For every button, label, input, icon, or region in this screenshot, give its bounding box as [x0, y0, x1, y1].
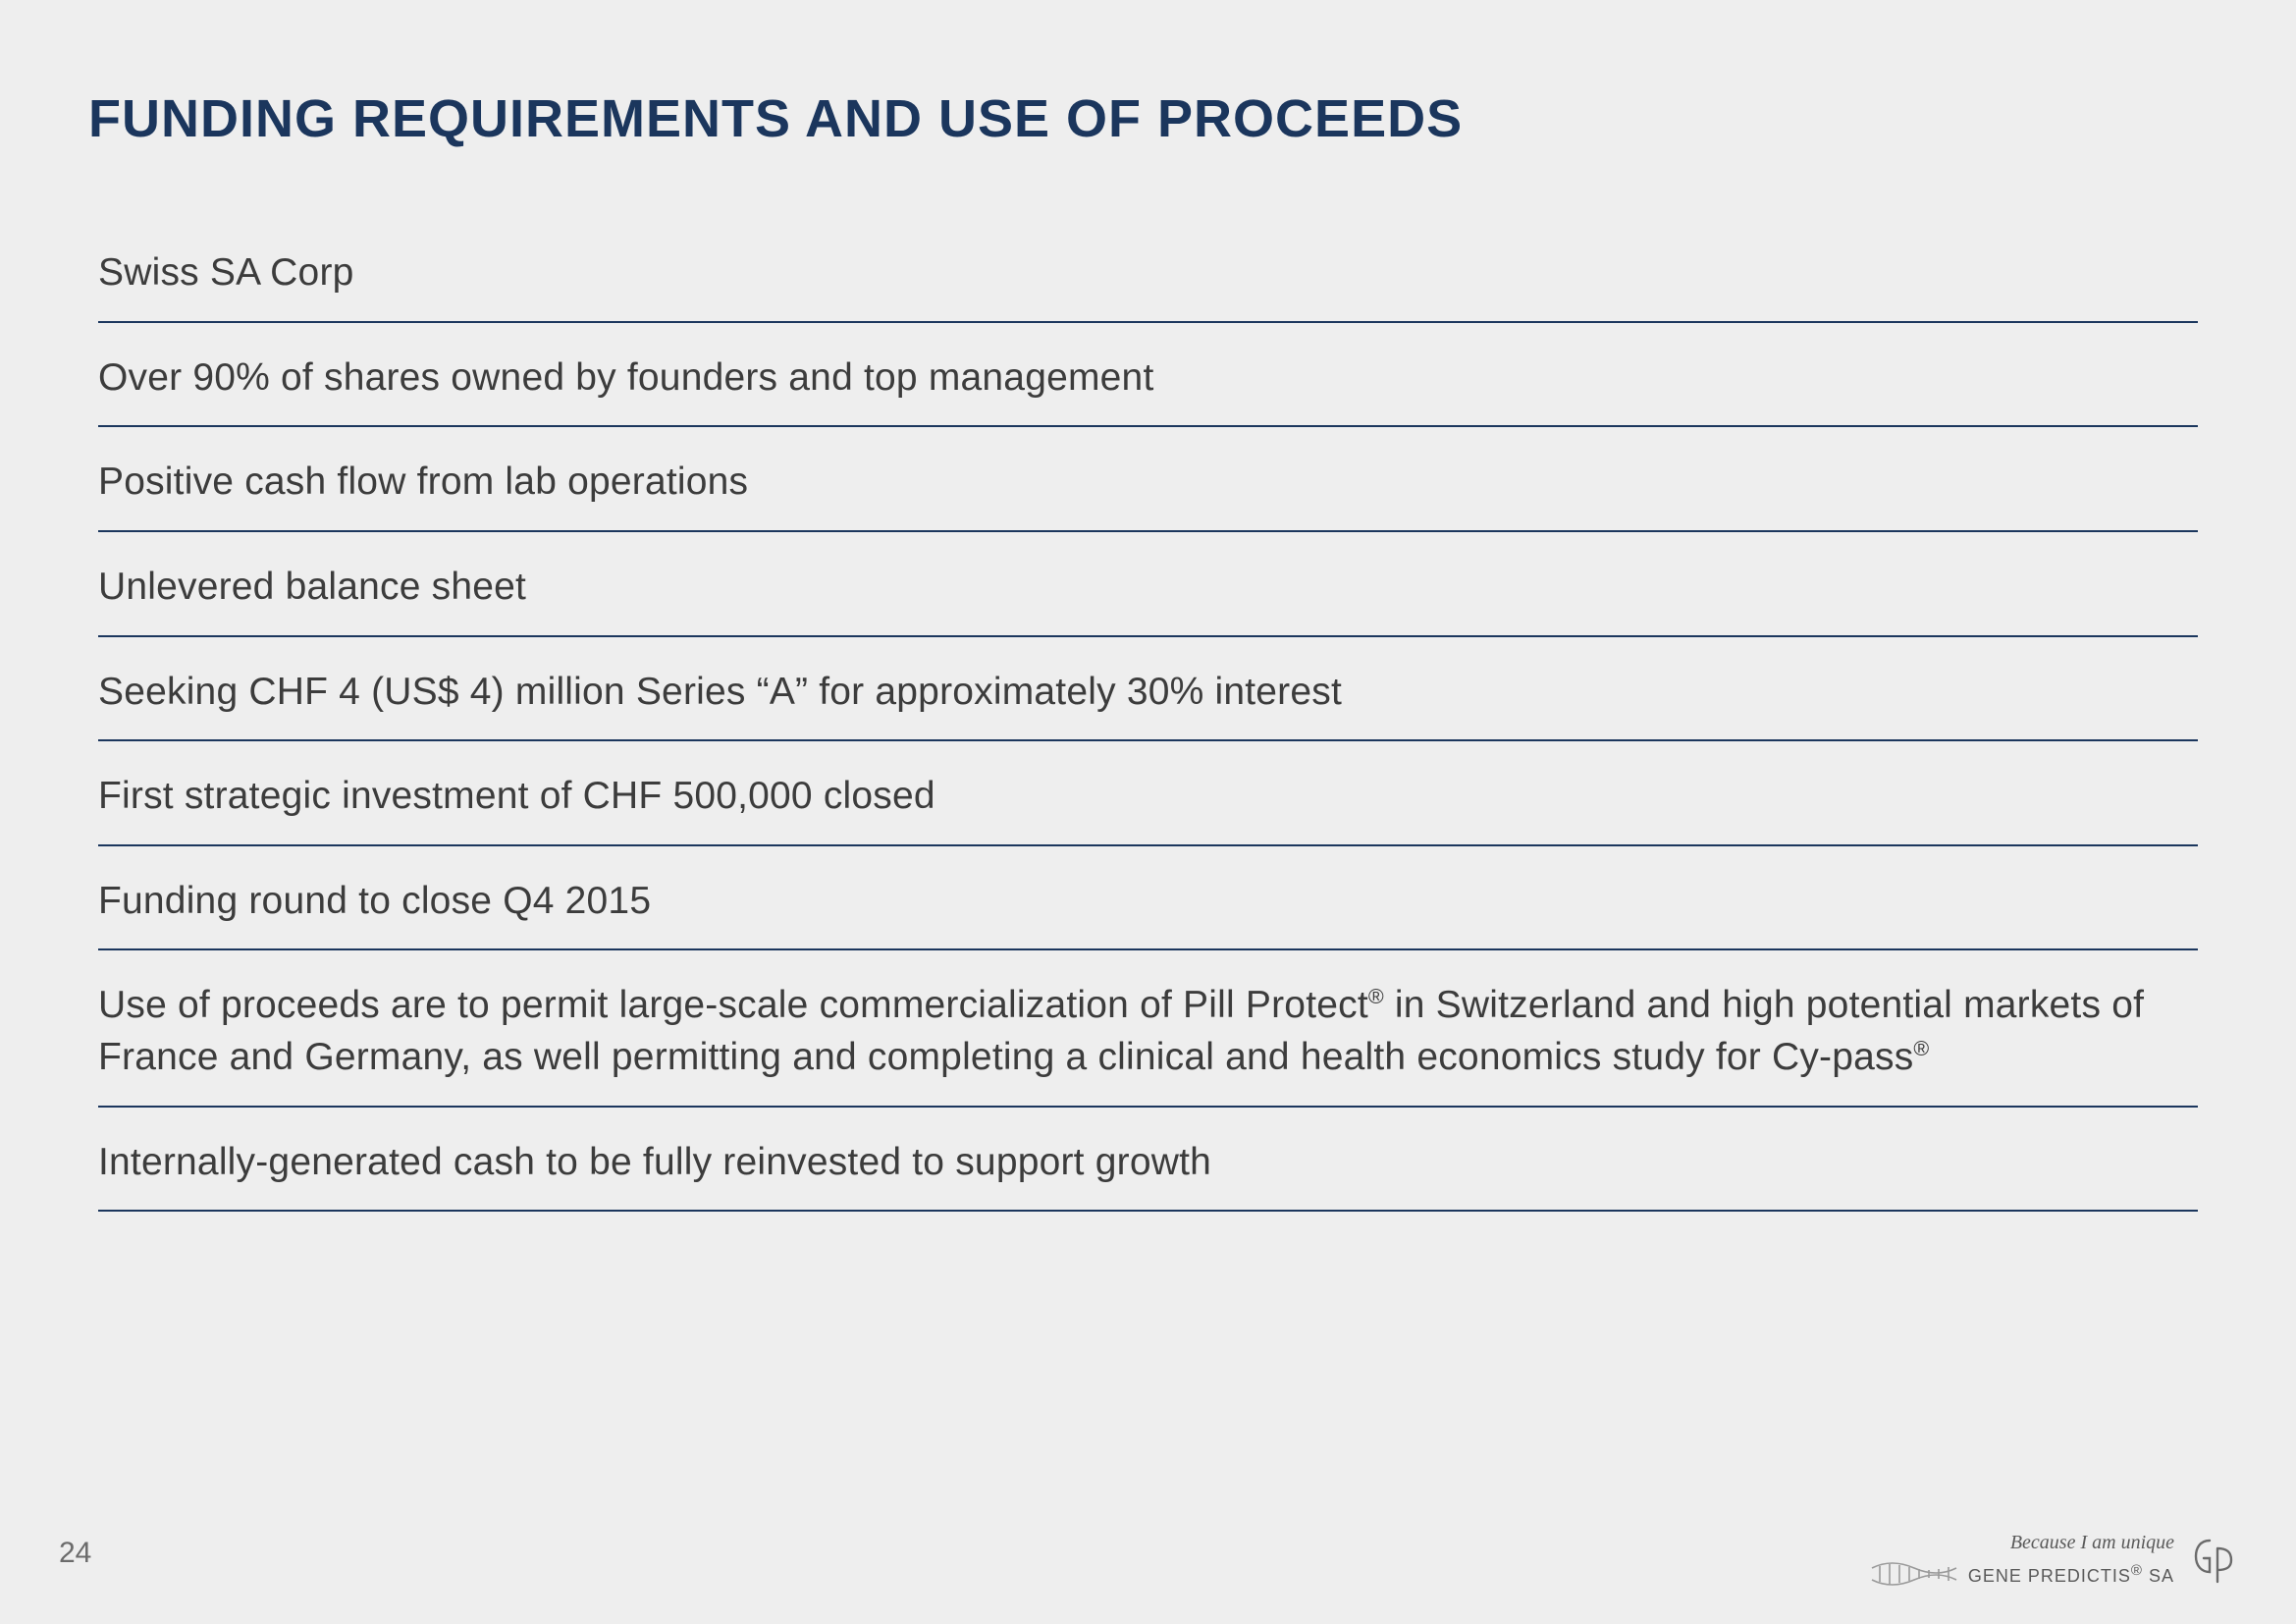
list-item: Positive cash flow from lab operations [98, 427, 2198, 532]
footer-logo-block: Because I am unique [1870, 1532, 2237, 1590]
list-item: Use of proceeds are to permit large-scal… [98, 950, 2198, 1107]
footer-text-column: Because I am unique [1870, 1532, 2174, 1590]
page-number: 24 [59, 1537, 91, 1570]
dna-helix-icon [1870, 1558, 1958, 1590]
slide-title: FUNDING REQUIREMENTS AND USE OF PROCEEDS [88, 88, 2208, 149]
bullet-list: Swiss SA Corp Over 90% of shares owned b… [88, 218, 2208, 1212]
list-item: Seeking CHF 4 (US$ 4) million Series “A”… [98, 637, 2198, 742]
list-item: Internally-generated cash to be fully re… [98, 1108, 2198, 1213]
list-item: Swiss SA Corp [98, 218, 2198, 323]
footer-tagline: Because I am unique [2010, 1532, 2174, 1554]
footer-brand-text: GENE PREDICTIS® SA [1968, 1562, 2174, 1587]
gp-monogram-icon [2190, 1533, 2237, 1590]
slide-container: FUNDING REQUIREMENTS AND USE OF PROCEEDS… [0, 0, 2296, 1624]
list-item: Unlevered balance sheet [98, 532, 2198, 637]
list-item: Over 90% of shares owned by founders and… [98, 323, 2198, 428]
list-item: Funding round to close Q4 2015 [98, 846, 2198, 951]
footer-brand-row: GENE PREDICTIS® SA [1870, 1558, 2174, 1590]
list-item: First strategic investment of CHF 500,00… [98, 741, 2198, 846]
